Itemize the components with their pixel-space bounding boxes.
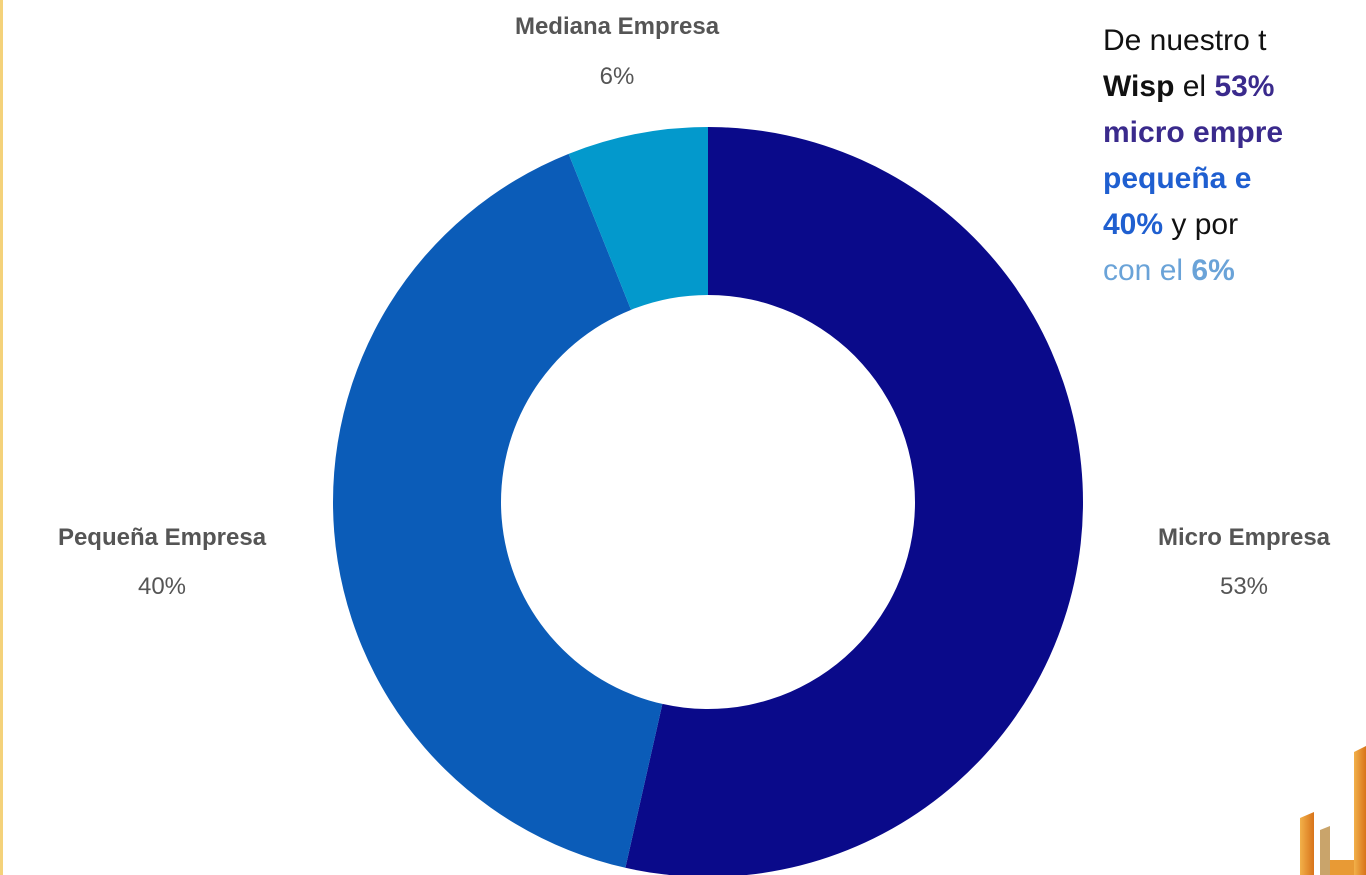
y-por-text: y por bbox=[1163, 208, 1239, 241]
el-text: el bbox=[1174, 70, 1215, 103]
slice-label-pequena-value: 40% bbox=[138, 573, 186, 600]
micro-percent-text: 53% bbox=[1214, 70, 1275, 103]
slice-label-mediana-name: Mediana Empresa bbox=[515, 13, 720, 40]
orange-logo-icon bbox=[1300, 740, 1366, 875]
description-line-4: pequeña e bbox=[1103, 156, 1366, 202]
wisp-text: Wisp bbox=[1103, 70, 1175, 103]
description-line-1-text: De nuestro t bbox=[1103, 24, 1267, 57]
slice-label-mediana-value: 6% bbox=[600, 63, 635, 90]
slice-label-micro: Micro Empresa 53% bbox=[1158, 524, 1331, 600]
mediana-percent-text: 6% bbox=[1191, 254, 1235, 287]
description-line-1: De nuestro t bbox=[1103, 18, 1366, 64]
description-line-3: micro empre bbox=[1103, 110, 1366, 156]
donut-slices bbox=[332, 127, 1083, 875]
slice-label-micro-name: Micro Empresa bbox=[1158, 524, 1331, 551]
pequena-percent-text: 40% bbox=[1103, 208, 1164, 241]
donut-slice-pequena-empresa bbox=[332, 153, 663, 868]
slide-border bbox=[0, 0, 3, 875]
description-text: De nuestro t Wisp el 53% micro empre peq… bbox=[1103, 18, 1366, 378]
pequena-empresa-text: pequeña e bbox=[1103, 162, 1252, 195]
slice-label-pequena-name: Pequeña Empresa bbox=[58, 524, 267, 551]
slice-label-pequena: Pequeña Empresa 40% bbox=[58, 524, 267, 600]
slice-label-mediana: Mediana Empresa 6% bbox=[515, 13, 720, 90]
micro-empresa-text: micro empre bbox=[1103, 116, 1284, 149]
description-line-2: Wisp el 53% bbox=[1103, 64, 1366, 110]
donut-slice-mediana-empresa bbox=[568, 127, 708, 310]
slice-label-micro-value: 53% bbox=[1220, 573, 1268, 600]
description-line-5: 40% y por bbox=[1103, 202, 1366, 248]
description-line-6: con el 6% bbox=[1103, 248, 1366, 294]
con-el-text: con el bbox=[1103, 254, 1192, 287]
donut-slice-micro-empresa bbox=[625, 127, 1083, 875]
